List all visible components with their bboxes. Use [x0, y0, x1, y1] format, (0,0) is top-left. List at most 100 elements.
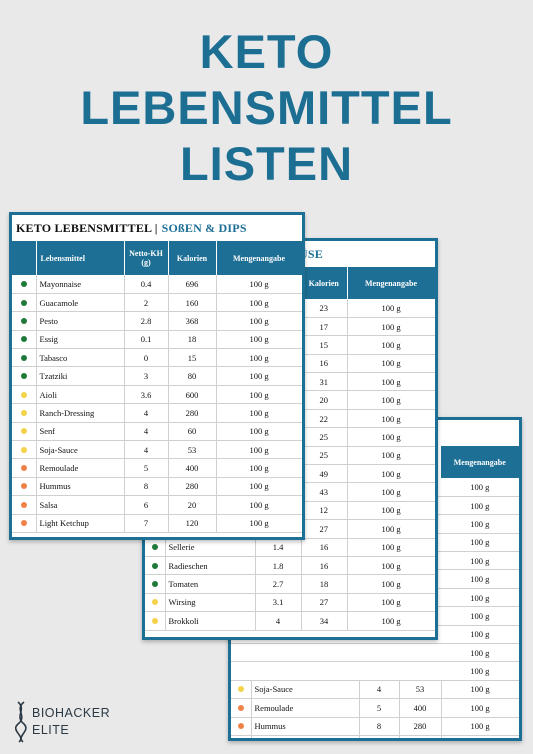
status-cell	[12, 422, 37, 442]
status-cell	[231, 717, 252, 736]
list-card-front: KETO LEBENSMITTEL | SOßEN & DIPS Lebensm…	[9, 212, 305, 540]
hidden-cell	[231, 661, 251, 681]
calories: 400	[399, 698, 442, 718]
net-carbs: 5	[359, 698, 400, 718]
status-cell	[12, 348, 37, 368]
table-row: Ranch-Dressing 4 280 100 g	[12, 403, 302, 423]
status-cell	[145, 538, 166, 557]
status-dot-icon	[151, 599, 158, 606]
status-dot-icon	[20, 391, 27, 398]
net-carbs: 8	[124, 477, 169, 497]
amount: 100 g	[347, 538, 435, 557]
status-dot-icon	[20, 483, 27, 490]
status-cell	[231, 698, 252, 718]
status-cell	[12, 514, 37, 533]
calories: 16	[301, 538, 348, 557]
calories: 43	[301, 482, 348, 502]
amount: 100 g	[347, 464, 435, 484]
amount: 100 g	[441, 533, 519, 553]
hidden-cell	[231, 643, 251, 663]
hidden-cell	[399, 661, 441, 681]
net-carbs: 5	[124, 458, 169, 478]
column-header: Mengenangabe	[441, 446, 519, 478]
status-dot-icon	[151, 617, 158, 624]
amount: 100 g	[347, 482, 435, 502]
status-cell	[12, 477, 37, 497]
calories: 696	[168, 275, 217, 294]
hidden-cell	[251, 661, 359, 681]
amount: 100 g	[216, 440, 302, 460]
status-dot-icon	[20, 317, 27, 324]
status-dot-icon	[151, 562, 158, 569]
amount: 100 g	[347, 593, 435, 613]
amount: 100 g	[347, 519, 435, 539]
amount: 100 g	[347, 299, 435, 318]
table-row: 100 g	[231, 643, 519, 663]
status-dot-icon	[20, 465, 27, 472]
amount: 100 g	[347, 390, 435, 410]
net-carbs: 4	[124, 440, 169, 460]
net-carbs: 3.6	[124, 385, 169, 405]
calories: 49	[301, 464, 348, 484]
calories: 16	[301, 556, 348, 576]
status-dot-icon	[20, 354, 27, 361]
food-name: Guacamole	[36, 293, 125, 313]
status-dot-icon	[20, 336, 27, 343]
food-name: Mayonnaise	[36, 275, 125, 294]
calories: 280	[399, 717, 442, 736]
amount: 100 g	[441, 569, 519, 589]
food-name: Sellerie	[165, 538, 256, 557]
status-dot-icon	[20, 409, 27, 416]
status-cell	[12, 366, 37, 386]
status-dot-icon	[151, 581, 158, 588]
amount: 100 g	[347, 354, 435, 374]
column-header: Kalorien	[301, 267, 348, 299]
status-dot-icon	[20, 501, 27, 508]
net-carbs: 6	[124, 495, 169, 515]
status-cell	[145, 611, 166, 631]
amount: 100 g	[216, 330, 302, 350]
amount: 100 g	[216, 275, 302, 294]
status-dot-icon	[151, 544, 158, 551]
amount: 100 g	[347, 501, 435, 521]
page-title: KETO LEBENSMITTEL LISTEN	[0, 24, 533, 192]
calories: 60	[168, 422, 217, 442]
calories: 34	[301, 611, 348, 631]
status-cell	[145, 574, 166, 594]
net-carbs: 0.1	[124, 330, 169, 350]
food-name: Tomaten	[165, 574, 256, 594]
calories: 20	[301, 390, 348, 410]
food-name: Essig	[36, 330, 125, 350]
title-line-3: LISTEN	[179, 137, 354, 190]
table-row: Sellerie 1.4 16 100 g	[145, 538, 435, 557]
amount: 100 g	[347, 556, 435, 576]
net-carbs: 4	[124, 422, 169, 442]
net-carbs: 3	[124, 366, 169, 386]
food-name: Hummus	[251, 717, 360, 736]
amount: 100 g	[347, 446, 435, 466]
amount: 100 g	[347, 409, 435, 429]
amount: 100 g	[441, 514, 519, 534]
amount: 100 g	[441, 588, 519, 608]
calories: 53	[399, 680, 442, 700]
table-row: Remoulade 5 400 100 g	[12, 458, 302, 478]
net-carbs: 1.8	[255, 556, 302, 576]
amount: 100 g	[347, 611, 435, 631]
amount: 100 g	[216, 366, 302, 386]
title-line-1: KETO	[199, 25, 334, 78]
table-row: Tomaten 2.7 18 100 g	[145, 574, 435, 594]
calories: 25	[301, 446, 348, 466]
amount: 100 g	[441, 496, 519, 516]
net-carbs: 4	[255, 611, 302, 631]
amount: 100 g	[216, 422, 302, 442]
amount: 100 g	[347, 317, 435, 337]
table-row: Aioli 3.6 600 100 g	[12, 385, 302, 405]
status-cell	[12, 403, 37, 423]
calories: 20	[168, 495, 217, 515]
status-cell	[12, 440, 37, 460]
net-carbs: 6	[359, 735, 400, 738]
status-cell	[12, 311, 37, 331]
amount: 100 g	[216, 458, 302, 478]
calories: 31	[301, 372, 348, 392]
